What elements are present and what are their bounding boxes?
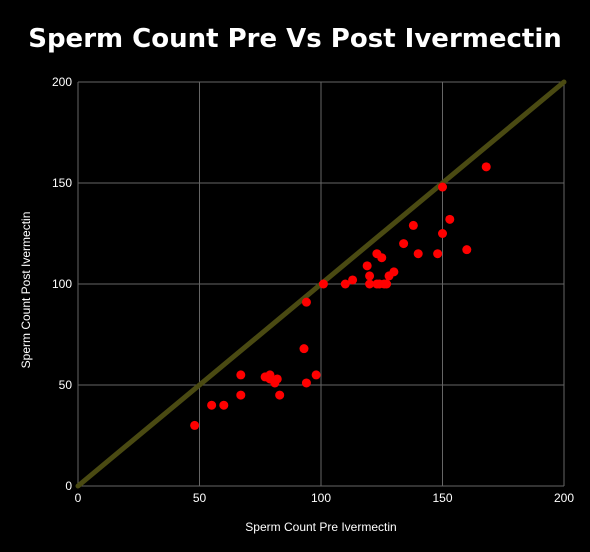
data-point xyxy=(462,245,472,255)
x-tick-label: 0 xyxy=(75,491,82,505)
data-point xyxy=(301,297,311,307)
data-point xyxy=(318,279,328,289)
data-point xyxy=(299,344,309,354)
data-point xyxy=(408,220,418,230)
data-point xyxy=(382,279,392,289)
data-point xyxy=(275,390,285,400)
y-tick-label: 200 xyxy=(52,75,72,89)
data-point xyxy=(389,267,399,277)
data-point xyxy=(311,370,321,380)
data-point xyxy=(265,370,275,380)
x-tick-label: 100 xyxy=(311,491,331,505)
x-tick-label: 50 xyxy=(193,491,207,505)
data-point xyxy=(365,271,375,281)
y-axis-title: Sperm Count Post Ivermectin xyxy=(19,212,33,369)
data-point xyxy=(340,279,350,289)
data-point xyxy=(399,239,409,249)
y-tick-label: 100 xyxy=(52,277,72,291)
data-point xyxy=(445,214,455,224)
data-point xyxy=(365,279,375,289)
data-point xyxy=(236,390,246,400)
data-point xyxy=(481,162,491,172)
tick-labels: 0 50 100 150 200 0 50 100 150 200 xyxy=(52,75,574,505)
data-point xyxy=(301,378,311,388)
data-point xyxy=(377,253,387,263)
data-point xyxy=(348,275,358,285)
y-tick-label: 50 xyxy=(59,378,73,392)
data-point xyxy=(207,400,217,410)
data-point xyxy=(438,229,447,238)
y-tick-label: 150 xyxy=(52,176,72,190)
data-point xyxy=(438,182,447,192)
chart-title: Sperm Count Pre Vs Post Ivermectin xyxy=(28,24,562,54)
data-point xyxy=(236,370,246,380)
data-point xyxy=(190,420,200,430)
data-point xyxy=(362,261,372,271)
data-point xyxy=(272,374,282,384)
data-point xyxy=(433,249,443,259)
x-tick-label: 150 xyxy=(432,491,452,505)
data-point xyxy=(413,249,423,259)
y-tick-label: 0 xyxy=(65,479,72,493)
x-axis-title: Sperm Count Pre Ivermectin xyxy=(245,520,396,534)
data-point xyxy=(219,400,229,410)
data-points xyxy=(190,162,491,430)
x-tick-label: 200 xyxy=(554,491,574,505)
